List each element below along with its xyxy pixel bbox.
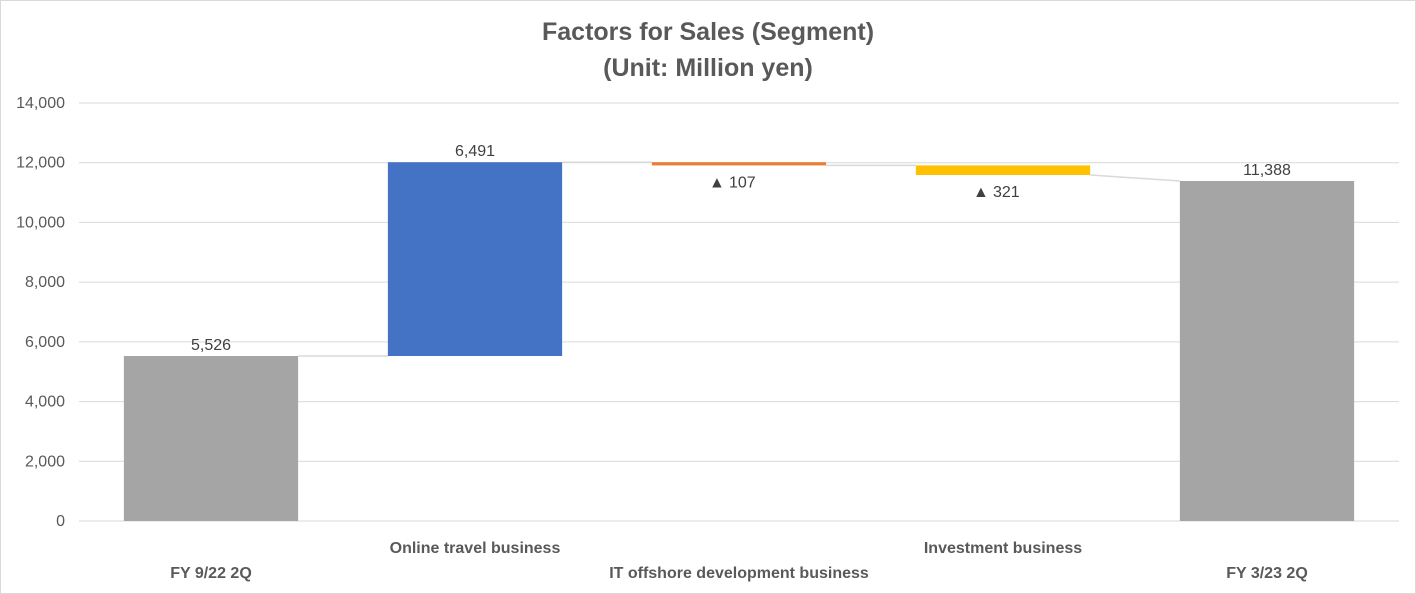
chart-title: Factors for Sales (Segment)	[542, 18, 874, 46]
gridlines	[79, 102, 1399, 522]
y-tick-label: 2,000	[25, 453, 65, 470]
data-label: 11,388	[1243, 162, 1291, 179]
connector-line	[1090, 174, 1180, 182]
chart-subtitle: (Unit: Million yen)	[603, 54, 813, 82]
bar-5	[1179, 180, 1355, 521]
y-tick-label: 12,000	[16, 155, 65, 172]
y-tick-label: 4,000	[25, 394, 65, 411]
x-category-label: Online travel business	[390, 540, 561, 557]
x-category-label: IT offshore development business	[609, 565, 869, 582]
axes: 0 2,000 4,000 6,000 8,000 10,000 12,000 14,000 F…	[16, 95, 1308, 582]
connector-lines	[298, 161, 1180, 357]
bar-3	[651, 162, 827, 166]
negative-data-label: ▲ 107	[709, 174, 756, 191]
bar-1	[123, 356, 299, 521]
y-tick-label: 10,000	[16, 214, 65, 231]
bar-2	[387, 162, 563, 357]
negative-data-label: ▲ 321	[973, 184, 1020, 201]
data-label: 107	[729, 174, 756, 191]
y-tick-label: 6,000	[25, 334, 65, 351]
y-tick-label: 0	[56, 513, 65, 530]
y-tick-label: 14,000	[16, 95, 65, 112]
x-category-label: Investment business	[924, 540, 1082, 557]
decrease-marker: ▲	[709, 174, 725, 191]
x-category-label: FY 3/23 2Q	[1226, 565, 1308, 582]
decrease-marker: ▲	[973, 184, 989, 201]
y-tick-label: 8,000	[25, 274, 65, 291]
x-category-label: FY 9/22 2Q	[170, 565, 252, 582]
bar-4	[915, 165, 1091, 175]
data-label: 6,491	[455, 143, 495, 160]
bars	[123, 162, 1355, 521]
data-label: 5,526	[191, 337, 231, 354]
data-label: 321	[993, 184, 1020, 201]
